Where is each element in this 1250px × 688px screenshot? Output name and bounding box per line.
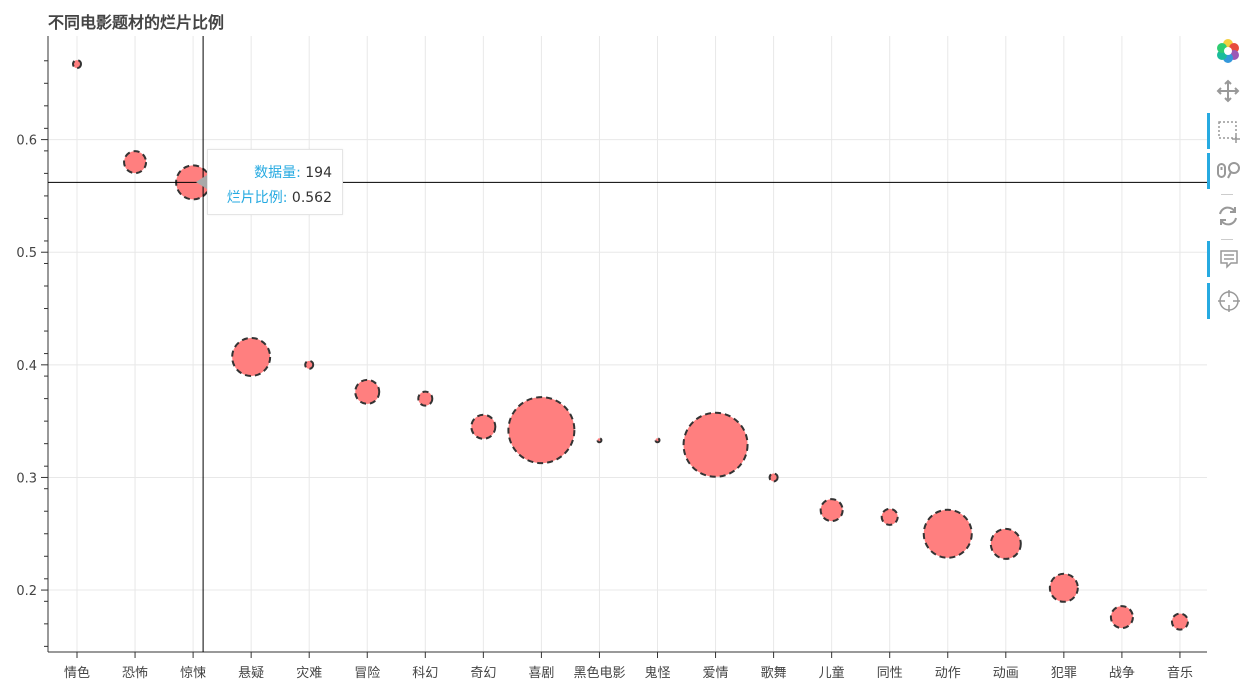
data-point <box>123 150 148 175</box>
data-point <box>231 336 272 377</box>
tooltip-count-value: 194 <box>305 165 332 181</box>
reset-icon[interactable] <box>1209 198 1247 234</box>
x-tick-label: 鬼怪 <box>644 665 670 681</box>
hover-icon[interactable] <box>1207 241 1248 277</box>
toolbar-separator <box>1221 194 1233 195</box>
tooltip-ratio-key: 烂片比例: <box>226 190 288 206</box>
y-tick-label: 0.3 <box>16 471 37 486</box>
y-tick-label: 0.2 <box>16 584 37 599</box>
data-point <box>417 390 434 407</box>
x-tick-label: 动画 <box>993 666 1019 681</box>
tooltip-count-key: 数据量: <box>254 165 301 181</box>
data-point <box>72 59 82 70</box>
data-point <box>1109 605 1134 630</box>
x-tick-label: 犯罪 <box>1051 666 1077 681</box>
x-tick-label: 同性 <box>877 666 903 681</box>
tooltip-ratio-row: 烂片比例: 0.562 <box>227 187 332 207</box>
x-tick-label: 动作 <box>935 666 961 681</box>
x-tick-label: 情色 <box>64 665 90 681</box>
bokeh-logo-icon[interactable] <box>1209 33 1247 69</box>
box-zoom-icon[interactable] <box>1207 113 1248 149</box>
toolbar <box>1207 33 1250 333</box>
x-tick-label: 战争 <box>1109 666 1135 681</box>
chart-title: 不同电影题材的烂片比例 <box>48 13 225 32</box>
x-tick-label: 冒险 <box>354 666 380 681</box>
data-point <box>989 527 1022 560</box>
data-point <box>922 508 973 559</box>
data-point <box>654 437 661 444</box>
data-point <box>507 396 576 465</box>
data-point <box>354 378 381 405</box>
toolbar-separator <box>1221 239 1233 240</box>
y-tick-label: 0.6 <box>16 134 37 149</box>
data-point <box>304 359 315 370</box>
data-point <box>1170 612 1189 631</box>
crosshair-icon[interactable] <box>1207 283 1248 319</box>
x-tick-label: 奇幻 <box>470 665 496 681</box>
x-tick-label: 悬疑 <box>238 665 264 681</box>
data-point <box>880 507 899 526</box>
x-tick-label: 科幻 <box>412 666 438 681</box>
x-tick-label: 惊悚 <box>180 666 206 681</box>
data-point <box>768 472 779 483</box>
tooltip-count-row: 数据量: 194 <box>254 162 332 182</box>
x-tick-label: 喜剧 <box>528 666 554 681</box>
data-point <box>682 411 749 478</box>
data-point <box>1048 572 1079 603</box>
data-point <box>819 498 844 523</box>
x-tick-label: 黑色电影 <box>573 665 625 681</box>
tooltip-arrow <box>196 175 207 189</box>
pan-icon[interactable] <box>1209 73 1247 109</box>
data-point <box>596 437 603 444</box>
hover-tooltip: 数据量: 194 烂片比例: 0.562 <box>207 149 343 215</box>
x-tick-label: 恐怖 <box>122 665 148 681</box>
tooltip-ratio-value: 0.562 <box>291 190 332 206</box>
data-point <box>470 413 497 440</box>
x-tick-label: 音乐 <box>1167 665 1193 681</box>
x-tick-label: 歌舞 <box>761 666 787 681</box>
x-tick-label: 儿童 <box>819 665 845 681</box>
y-tick-label: 0.4 <box>16 359 37 374</box>
x-tick-label: 灾难 <box>296 665 322 681</box>
x-tick-label: 爱情 <box>703 666 729 681</box>
y-tick-label: 0.5 <box>16 246 37 261</box>
wheel-zoom-icon[interactable] <box>1207 153 1248 189</box>
